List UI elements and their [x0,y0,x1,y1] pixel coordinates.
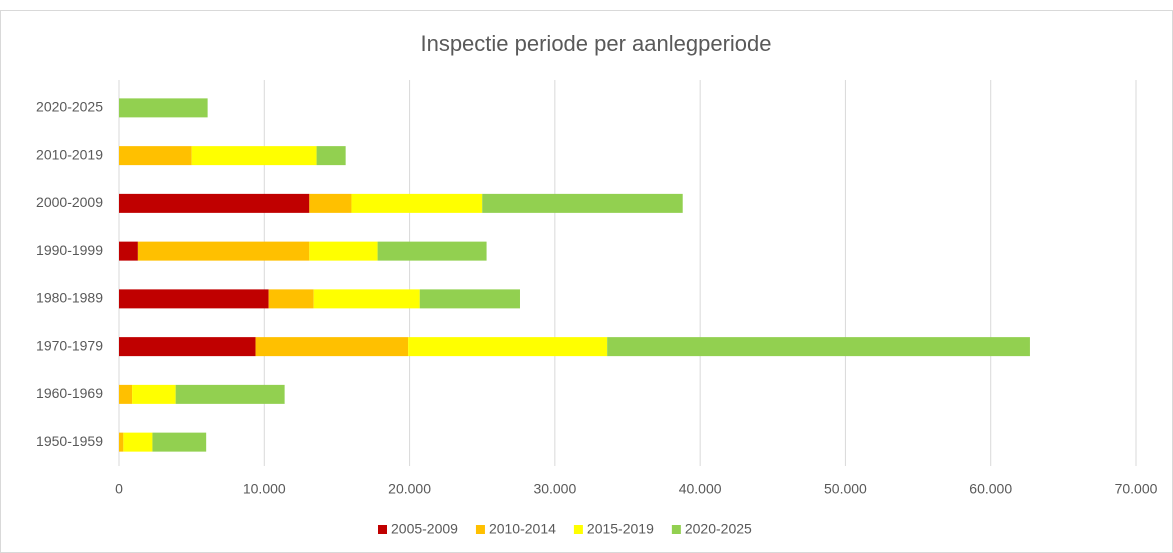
chart-frame [0,10,1173,553]
x-tick-label: 70.000 [1115,481,1158,497]
legend-label: 2020-2025 [685,521,752,537]
bar-segment [191,146,317,166]
y-tick-label: 2020-2025 [36,99,103,115]
bar-segment [313,289,420,309]
bar-segment [119,289,269,309]
bar-segment [119,432,124,452]
y-tick-label: 1960-1969 [36,385,103,401]
bar-segment [119,337,256,357]
x-tick-label: 50.000 [824,481,867,497]
x-tick-label: 0 [115,481,123,497]
y-tick-label: 2000-2009 [36,194,103,210]
x-tick-label: 60.000 [969,481,1012,497]
x-tick-label: 10.000 [243,481,286,497]
bar-segment [377,241,487,261]
bar-segment [607,337,1030,357]
legend-label: 2005-2009 [391,521,458,537]
legend-swatch [573,525,583,534]
bar-segment [268,289,314,309]
legend-swatch [378,525,387,534]
bar-segment [132,384,176,404]
bar-segment [152,432,207,452]
y-tick-label: 1990-1999 [36,242,103,258]
x-tick-label: 30.000 [533,481,576,497]
bar-segment [119,241,138,261]
bar-segment [482,193,683,213]
chart-title: Inspectie periode per aanlegperiode [420,31,771,56]
x-tick-label: 40.000 [679,481,722,497]
bar-segment [175,384,285,404]
legend-label: 2015-2019 [587,521,654,537]
y-tick-label: 1950-1959 [36,433,103,449]
bar-segment [255,337,409,357]
bar-segment [119,384,133,404]
legend-swatch [475,525,485,534]
bar-segment [137,241,310,261]
bar-segment [408,337,608,357]
legend-swatch [671,525,681,534]
y-tick-label: 2010-2019 [36,146,103,162]
bar-segment [316,146,346,166]
bar-segment [119,146,192,166]
legend-label: 2010-2014 [489,521,556,537]
y-tick-label: 1970-1979 [36,337,103,353]
bar-segment [119,193,310,213]
bar-segment [309,241,378,261]
bar-segment [309,193,352,213]
x-tick-label: 20.000 [388,481,431,497]
bar-segment [123,432,153,452]
bar-segment [351,193,483,213]
bar-segment [419,289,520,309]
y-tick-label: 1980-1989 [36,290,103,306]
bar-segment [119,98,208,118]
